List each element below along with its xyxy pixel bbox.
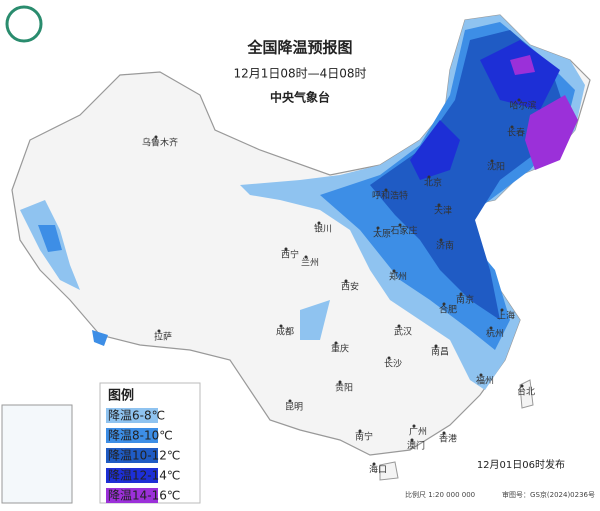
city-label: 乌鲁木齐: [142, 137, 178, 149]
legend-swatch: [106, 408, 158, 423]
city-dot: [489, 326, 493, 330]
agency: 中央气象台: [270, 90, 330, 105]
city-dot: [510, 125, 514, 129]
legend-swatch: [106, 468, 158, 483]
legend-swatch: [106, 488, 158, 503]
city-label: 海口: [369, 464, 387, 476]
city-label: 呼和浩特: [372, 190, 408, 202]
city-dot: [392, 269, 396, 273]
city-label: 北京: [424, 177, 442, 189]
city-dot: [157, 329, 161, 333]
title: 全国降温预报图: [246, 39, 352, 57]
subtitle: 12月1日08时—4日08时: [233, 67, 366, 81]
city-label: 南昌: [431, 346, 449, 358]
legend-label: 降温6-8℃: [108, 409, 165, 423]
city-label: 长春: [507, 127, 525, 139]
area-8-10-west: [38, 225, 108, 346]
city-label: 沈阳: [487, 161, 505, 173]
city-label: 昆明: [285, 402, 303, 413]
legend: 降温6-8℃ 降温8-10℃ 降温10-12℃ 降温12-14℃ 降温14-16℃: [106, 408, 180, 503]
city-label: 重庆: [331, 343, 349, 355]
area-12-14: [410, 40, 560, 180]
city-label: 石家庄: [390, 225, 417, 237]
city-label: 拉萨: [154, 331, 172, 343]
scale: 比例尺 1:20 000 000: [405, 490, 475, 499]
city-label: 济南: [436, 240, 454, 252]
city-label: 香港: [439, 433, 457, 445]
cooling-areas: [20, 15, 585, 390]
city-dot: [387, 356, 391, 360]
area-6-8-west: [20, 200, 330, 340]
city-label: 天津: [434, 206, 452, 217]
city-label: 澳门: [407, 440, 425, 452]
city-dot: [479, 373, 483, 377]
area-14-16: [510, 55, 578, 170]
city-dot: [490, 159, 494, 163]
city-dot: [520, 384, 524, 388]
island: [519, 379, 534, 409]
city-label: 兰州: [301, 257, 319, 269]
city-dot: [427, 175, 431, 179]
city-label: 西宁: [281, 249, 299, 261]
city-label: 台北: [517, 386, 535, 398]
city-dot: [288, 399, 292, 403]
city-dot: [344, 279, 348, 283]
city-dot: [338, 380, 342, 384]
city-dot: [412, 424, 416, 428]
legend-swatch: [106, 448, 158, 463]
city-label: 合肥: [439, 304, 457, 316]
logo: [5, 5, 43, 43]
city-dot: [372, 462, 376, 466]
legend-label: 降温12-14℃: [108, 469, 180, 483]
city-dot: [434, 344, 438, 348]
city-label: 杭州: [486, 328, 504, 340]
city-dot: [442, 431, 446, 435]
city-dot: [459, 292, 463, 296]
city-label: 太原: [373, 228, 391, 240]
city-label: 南宁: [355, 431, 373, 443]
city-label: 银川: [314, 223, 332, 235]
city-label: 哈尔滨: [509, 100, 536, 112]
issued-time: 12月01日06时发布: [477, 458, 565, 471]
legend-label: 降温8-10℃: [108, 429, 173, 443]
city-dot: [334, 341, 338, 345]
city-dot: [358, 429, 362, 433]
review-number: 审图号：GS京(2024)0236号: [502, 490, 595, 499]
legend-label: 降温14-16℃: [108, 489, 180, 503]
city-label: 郑州: [389, 271, 407, 283]
city-dot: [304, 255, 308, 259]
legend-label: 降温10-12℃: [108, 449, 180, 463]
city-dot: [397, 324, 401, 328]
city-label: 广州: [409, 426, 427, 438]
legend-swatch: [106, 428, 158, 443]
city-dot: [517, 98, 521, 102]
island: [379, 461, 399, 481]
city-dot: [437, 203, 441, 207]
city-label: 福州: [476, 375, 494, 387]
city-label: 武汉: [394, 326, 412, 338]
city-dot: [154, 135, 158, 139]
city-dot: [439, 238, 443, 242]
city-dot: [398, 223, 402, 227]
city-dot: [442, 302, 446, 306]
city-dot: [279, 324, 283, 328]
city-label: 西安: [341, 281, 359, 293]
city-label: 成都: [276, 326, 294, 338]
legend-title: 图例: [108, 388, 134, 404]
city-dot: [376, 226, 380, 230]
inset-map: [1, 404, 73, 504]
city-dot: [410, 438, 414, 442]
city-dot: [284, 247, 288, 251]
city-label: 上海: [497, 310, 515, 322]
city-dot: [384, 188, 388, 192]
city-label: 长沙: [384, 358, 402, 370]
city-label: 南京: [456, 294, 474, 306]
city-dot: [317, 221, 321, 225]
city-dot: [500, 308, 504, 312]
city-label: 贵阳: [335, 382, 353, 394]
